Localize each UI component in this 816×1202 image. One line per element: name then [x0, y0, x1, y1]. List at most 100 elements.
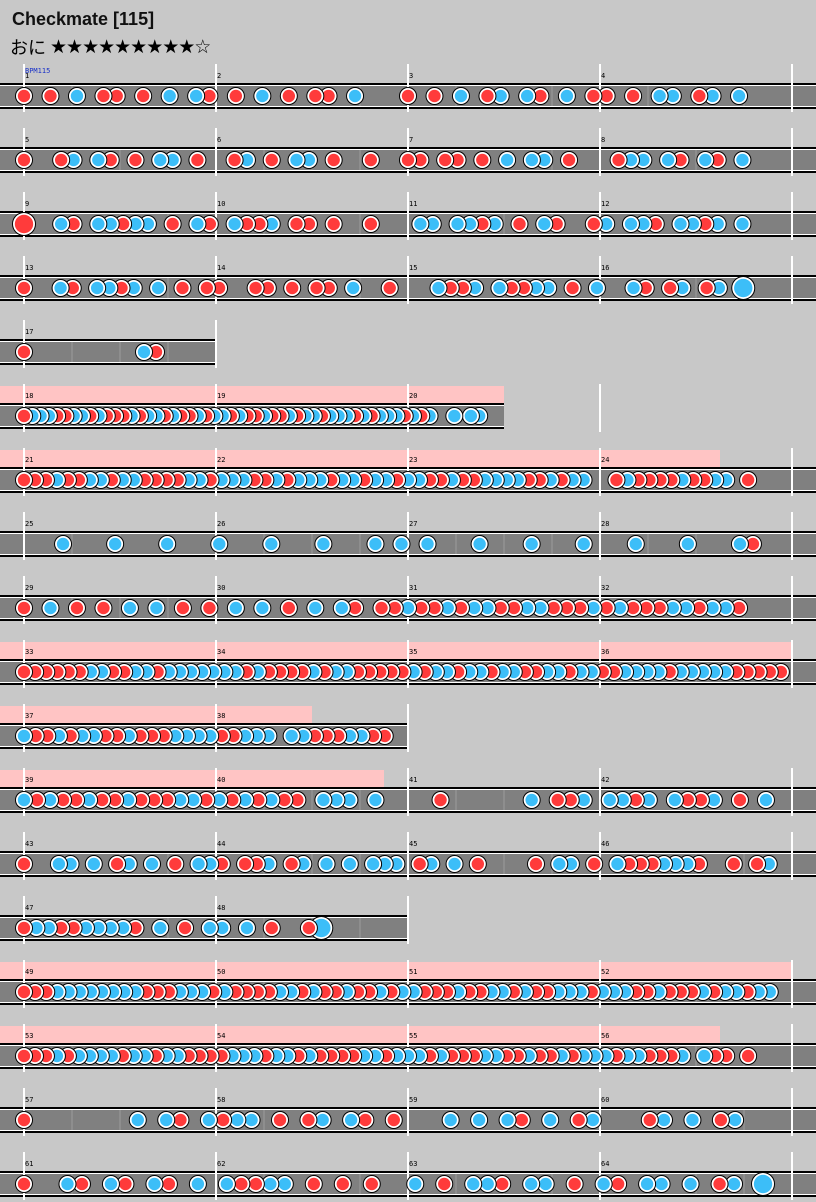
don-note — [275, 791, 294, 809]
measure-number: 8 — [601, 136, 605, 144]
row-svg: 5 6 7 8 — [0, 128, 816, 176]
don-note — [134, 87, 153, 105]
ka-note — [262, 215, 281, 233]
ka-note — [441, 1111, 460, 1129]
don-note — [473, 151, 492, 169]
don-note — [299, 1111, 318, 1129]
don-note — [690, 599, 709, 617]
don-note — [478, 87, 497, 105]
chart-row: 57 58 59 60 — [0, 1088, 816, 1138]
ka-note — [594, 1175, 613, 1193]
measure-number: 63 — [409, 1160, 417, 1168]
don-note — [547, 215, 566, 233]
don-note — [585, 855, 604, 873]
row-svg: 47 48 — [0, 896, 409, 944]
ka-note — [730, 535, 749, 553]
row-svg: 13 14 15 16 — [0, 256, 816, 304]
chart-row: 9 10 11 12 — [0, 192, 816, 242]
ka-note — [411, 215, 430, 233]
chart-row: 1 2 3 4 BPM115 — [0, 64, 816, 114]
don-note — [527, 855, 545, 873]
don-note — [571, 599, 590, 617]
ka-note — [119, 791, 138, 809]
measure-number: 64 — [601, 1160, 609, 1168]
ka-note — [163, 151, 182, 169]
don-note — [565, 1175, 584, 1193]
don-note — [411, 151, 430, 169]
don-note — [15, 87, 33, 105]
row-svg: 33 34 35 36 — [0, 640, 816, 688]
don-note — [671, 151, 690, 169]
don-note — [64, 919, 83, 937]
ka-note — [478, 599, 497, 617]
ka-note — [733, 151, 752, 169]
don-note — [94, 599, 113, 617]
don-note — [15, 407, 33, 425]
don-note — [200, 599, 219, 617]
don-note — [425, 599, 444, 617]
ka-note — [317, 855, 336, 873]
don-note — [173, 599, 192, 617]
don-note — [362, 1175, 381, 1193]
measure-number: 24 — [601, 456, 609, 464]
ka-note — [621, 215, 640, 233]
don-note — [145, 791, 164, 809]
measure-number: 52 — [601, 968, 609, 976]
don-note — [236, 855, 255, 873]
ka-note — [655, 1111, 673, 1129]
don-note — [132, 791, 151, 809]
don-note — [126, 919, 145, 937]
don-note — [52, 919, 71, 937]
measure-number: 34 — [217, 648, 225, 656]
measure-number: 36 — [601, 648, 609, 656]
don-note — [15, 279, 33, 297]
ka-note — [213, 919, 232, 937]
chart-row: 5 6 7 8 — [0, 128, 816, 178]
ka-note — [703, 599, 722, 617]
ka-note — [460, 215, 479, 233]
don-note — [72, 1175, 91, 1193]
ka-note — [346, 87, 365, 105]
ka-note — [314, 791, 333, 809]
ka-note — [41, 599, 60, 617]
ka-note — [366, 535, 385, 553]
measure-number: 61 — [25, 1160, 33, 1168]
don-note — [163, 215, 182, 233]
ka-note — [151, 151, 170, 169]
ka-note — [332, 599, 351, 617]
measure-number: 50 — [217, 968, 225, 976]
don-note — [412, 599, 431, 617]
ka-note — [344, 279, 363, 297]
ka-note — [340, 855, 359, 873]
measure-number: 29 — [25, 584, 33, 592]
don-note — [52, 151, 71, 169]
don-note — [15, 343, 33, 361]
ka-note — [128, 1111, 147, 1129]
don-note — [711, 1111, 730, 1129]
don-note — [512, 1111, 531, 1129]
chart-row: 53 54 55 56 — [0, 1024, 816, 1074]
ka-note — [160, 87, 179, 105]
ka-note — [327, 791, 346, 809]
don-note — [15, 1111, 33, 1129]
don-note — [93, 791, 112, 809]
don-note — [691, 791, 710, 809]
chart-row: 37 38 — [0, 704, 416, 754]
chart-row: 21 22 23 24 — [0, 448, 816, 498]
don-note — [299, 215, 318, 233]
ka-note — [639, 791, 658, 809]
ka-note — [418, 535, 437, 553]
don-note — [399, 151, 417, 169]
row-svg: 53 54 55 56 — [0, 1024, 816, 1072]
measure-number: 57 — [25, 1096, 33, 1104]
ka-note — [678, 535, 697, 553]
ka-note — [429, 279, 448, 297]
ka-note — [39, 919, 58, 937]
ka-note — [683, 215, 702, 233]
don-note — [637, 599, 656, 617]
row-svg: 29 30 31 32 — [0, 576, 816, 624]
don-note — [287, 215, 306, 233]
ka-note — [485, 215, 504, 233]
don-note — [67, 599, 86, 617]
don-note — [739, 471, 758, 489]
